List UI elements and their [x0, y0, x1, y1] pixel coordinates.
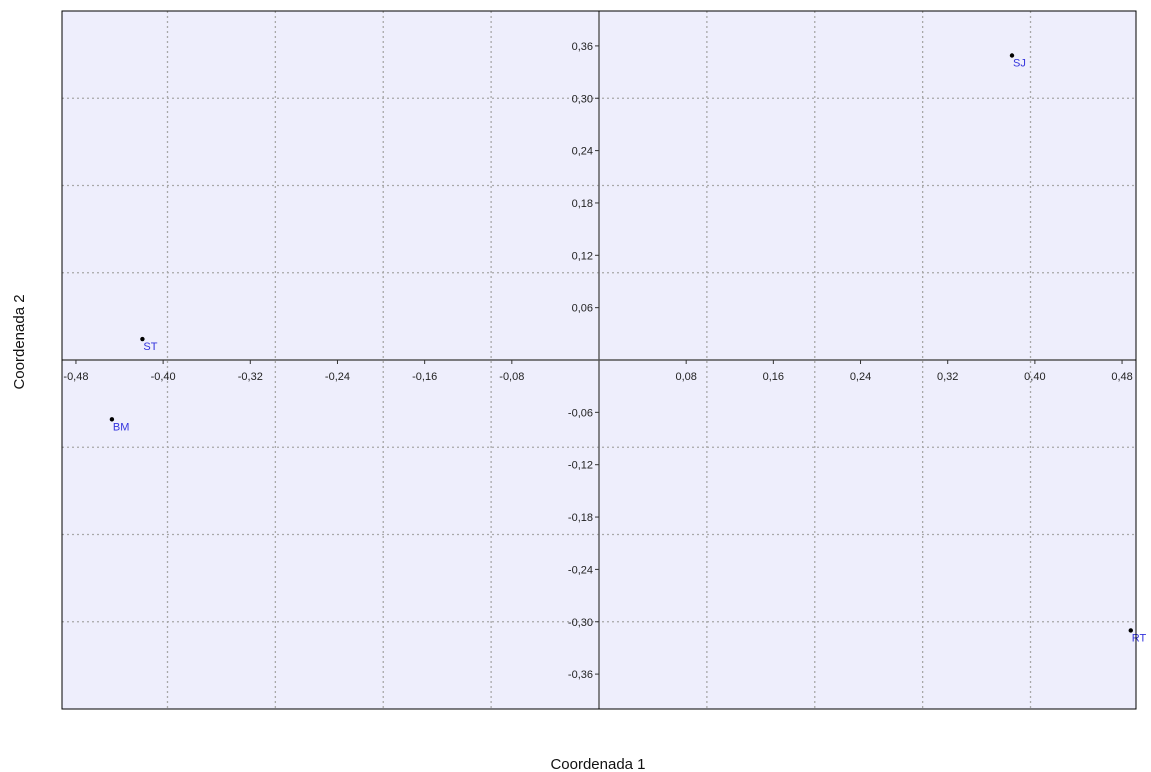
x-tick-label: 0,08	[675, 371, 696, 383]
plot-frame	[61, 10, 1137, 710]
x-tick-label: -0,48	[63, 371, 88, 383]
y-tick-label: 0,36	[572, 41, 593, 53]
x-tick-label: 0,40	[1024, 371, 1045, 383]
x-tick-label: 0,32	[937, 371, 958, 383]
point-label-bm: BM	[113, 421, 129, 433]
x-axis-title: Coordenada 1	[550, 756, 645, 772]
point-sj	[1009, 53, 1015, 58]
y-tick-label: -0,36	[568, 669, 593, 681]
y-tick-label: 0,30	[572, 93, 593, 105]
x-tick-label: -0,32	[238, 371, 263, 383]
point-label-sj: SJ	[1013, 57, 1026, 69]
data-points: SJ ST BM RT	[109, 53, 1147, 644]
y-tick-label: 0,06	[572, 303, 593, 315]
y-tick-label: 0,24	[572, 146, 593, 158]
y-tick-label: -0,30	[568, 617, 593, 629]
y-tick-label: 0,18	[572, 198, 593, 210]
point-rt	[1128, 628, 1133, 633]
y-tick-label: -0,18	[568, 512, 593, 524]
zero-axes	[62, 11, 1136, 709]
tick-marks: -0,48 -0,40 -0,32 -0,24 -0,16 -0,08 0,08 0,16 0,…	[63, 41, 1132, 681]
y-tick-label: -0,12	[568, 460, 593, 472]
x-tick-label: -0,16	[412, 371, 437, 383]
x-tick-label: 0,16	[763, 371, 784, 383]
point-bm	[109, 417, 115, 422]
x-tick-label: -0,24	[325, 371, 350, 383]
x-tick-label: -0,08	[499, 371, 524, 383]
y-tick-label: 0,12	[572, 250, 593, 262]
y-tick-label: -0,06	[568, 407, 593, 419]
y-axis-title: Coordenada 2	[11, 294, 28, 389]
point-st	[140, 336, 145, 342]
x-tick-label: 0,24	[850, 371, 871, 383]
y-tick-label: -0,24	[568, 564, 593, 576]
point-label-st: ST	[143, 341, 157, 353]
point-label-rt: RT	[1132, 632, 1147, 644]
x-tick-label: 0,48	[1111, 371, 1132, 383]
x-tick-label: -0,40	[151, 371, 176, 383]
